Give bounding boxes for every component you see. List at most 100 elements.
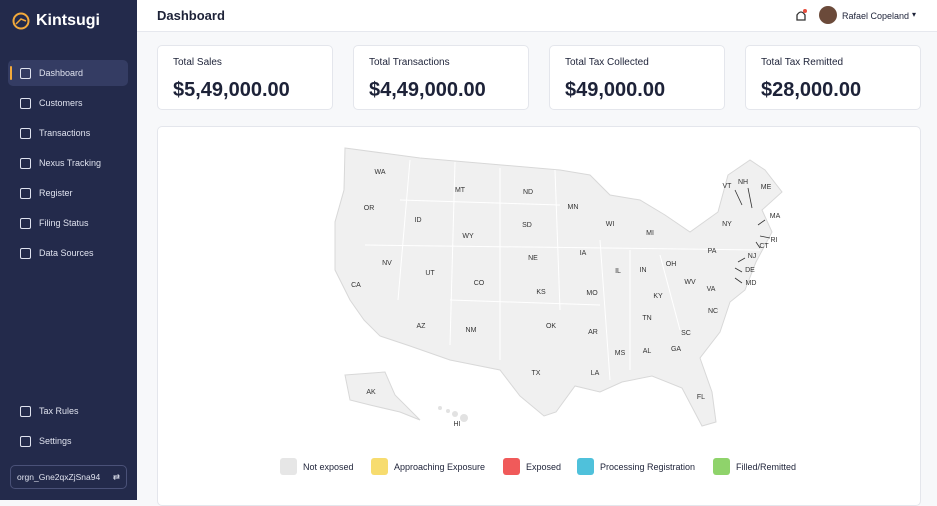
state-label: IN [640,267,647,274]
state-label: WV [684,279,696,286]
legend-label: Processing Registration [600,461,696,472]
nav-label: Dashboard [39,68,84,78]
state-label: MT [455,187,466,194]
legend-item: Filled/Remitted [713,458,796,475]
avatar[interactable] [819,6,837,24]
legend-swatch [280,458,297,475]
state-label: AK [366,389,376,396]
kpi-label: Total Tax Remitted [761,57,844,68]
nav-item[interactable]: Settings [8,428,128,454]
state-label: DE [745,267,755,274]
state-label: AR [588,329,598,336]
kpi-label: Total Transactions [369,57,450,68]
nav-icon [20,217,31,229]
active-marker [10,66,12,80]
kpi-card: Total Tax Collected $49,000.00 [549,45,725,110]
map-land[interactable] [334,147,783,427]
topbar: Dashboard Rafael Copeland ▾ [137,0,937,32]
nav-icon [20,187,31,199]
state-label: AZ [417,323,427,330]
state-label: WY [462,233,474,240]
state-label: HI [454,421,461,428]
nav-label: Filing Status [39,218,89,228]
state-label: NC [708,308,718,315]
nav-item[interactable]: Dashboard [8,60,128,86]
nav-icon [20,247,31,259]
nav-icon [20,435,31,447]
state-label: GA [671,346,681,353]
nav-item[interactable]: Register [8,180,128,206]
kpi-label: Total Tax Collected [565,57,649,68]
logo [12,12,30,30]
state-label: CT [759,243,769,250]
swap-icon: ⇄ [112,471,120,482]
state-label: MS [615,350,626,357]
state-label: IL [615,268,621,275]
state-borders [364,159,761,381]
state-label: WA [374,169,385,176]
nav-item[interactable]: Transactions [8,120,128,146]
kpi-value: $5,49,000.00 [173,79,290,101]
state-label: TN [642,315,651,322]
state-label: IA [580,250,587,257]
state-label: VT [723,183,733,190]
state-label: MO [586,290,598,297]
sidebar: Kintsugi orgn_Gne2qxZjSna94 ⇄ Dashboard Cu… [0,0,137,500]
hawaii-shape[interactable] [438,406,468,422]
user-caret[interactable]: ▾ [912,10,917,19]
kpi-value: $4,49,000.00 [369,79,486,101]
state-label: MD [746,280,757,287]
kpi-value: $28,000.00 [761,79,862,101]
legend-swatch [503,458,520,475]
nav-item[interactable]: Customers [8,90,128,116]
nav-item[interactable]: Tax Rules [8,398,128,424]
brand-name: Kintsugi [36,12,100,29]
state-label: MN [568,204,579,211]
bell[interactable] [794,8,808,24]
legend-item: Not exposed [280,458,354,475]
nav-icon [20,127,31,139]
org-switcher[interactable]: orgn_Gne2qxZjSna94 ⇄ [10,465,127,489]
nav-item[interactable]: Nexus Tracking [8,150,128,176]
page-title: Dashboard [157,8,225,23]
legend-item: Processing Registration [577,458,695,475]
state-label: LA [591,370,600,377]
nav-label: Tax Rules [39,406,79,416]
alaska-shape[interactable] [344,371,421,421]
state-label: ID [415,217,422,224]
kpi-label: Total Sales [173,57,222,68]
state-label: RI [771,237,778,244]
nav-item[interactable]: Filing Status [8,210,128,236]
state-label: MA [770,213,781,220]
state-label: FL [697,394,705,401]
legend-swatch [577,458,594,475]
state-label: KY [653,293,663,300]
state-label: SC [681,330,691,337]
nav-item[interactable]: Data Sources [8,240,128,266]
state-label: UT [425,270,435,277]
nav-icon [20,405,31,417]
nav-icon [20,97,31,109]
kpi-card: Total Transactions $4,49,000.00 [353,45,529,110]
state-label: NH [738,179,748,186]
user-name[interactable]: Rafael Copeland [842,11,910,21]
state-label: ND [523,189,533,196]
state-label: MI [646,230,654,237]
nav-icon [20,157,31,169]
state-label: CA [351,282,361,289]
brand[interactable]: Kintsugi [12,12,100,30]
state-label: NY [722,221,732,228]
nav-label: Transactions [39,128,91,138]
legend-item: Approaching Exposure [371,458,485,475]
state-label: WI [606,221,615,228]
leader-lines [734,187,771,284]
nav-label: Nexus Tracking [39,158,102,168]
legend-swatch [713,458,730,475]
kpi-value: $49,000.00 [565,79,666,101]
state-label: NM [466,327,477,334]
state-label: OK [546,323,556,330]
nav-icon [20,67,31,79]
state-label: OH [666,261,677,268]
